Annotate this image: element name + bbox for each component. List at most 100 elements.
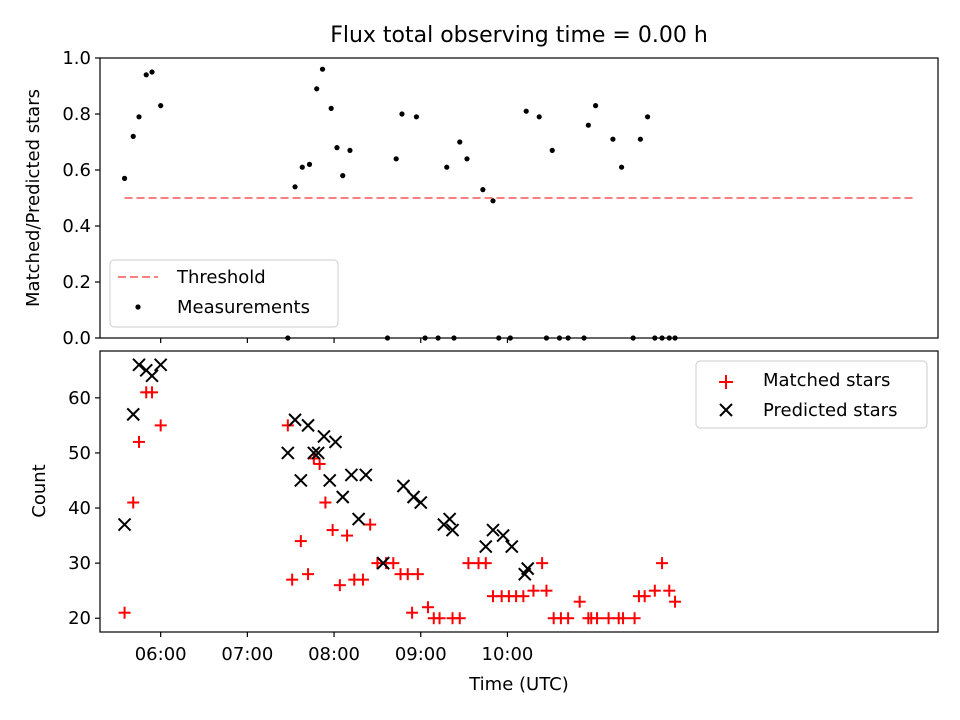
bottom-panel: 20 30 40 50 60 06:00 07:00 08:00 09:00 10:00 Cou… [29, 350, 939, 695]
predicted-star-point [505, 539, 519, 554]
predicted-star-point [307, 446, 321, 460]
measurement-point [136, 114, 142, 120]
measurement-point [393, 156, 399, 162]
matched-star-point [281, 419, 294, 432]
bottom-y-tick-label: 40 [68, 498, 91, 519]
matched-stars-legend-swatch [719, 375, 733, 389]
top-y-tick-label: 0.2 [62, 272, 91, 293]
measurement-point [644, 114, 651, 120]
measurement-point [314, 86, 320, 92]
measurement-point [306, 161, 313, 167]
predicted-star-point [126, 407, 140, 422]
matched-star-point [663, 584, 676, 597]
matched-stars-legend-label: Matched stars [763, 370, 890, 391]
top-y-tick-label: 0.8 [62, 104, 91, 125]
measurement-point [143, 72, 149, 78]
matched-star-point [562, 612, 575, 625]
matched-star-point [154, 419, 167, 432]
bottom-y-axis: 20 30 40 50 60 [68, 388, 100, 629]
measurement-point [480, 187, 486, 193]
matched-star-point [146, 386, 159, 399]
predicted-star-point [445, 523, 460, 537]
predicted-star-point [294, 473, 308, 488]
predicted-star-point [301, 418, 315, 433]
top-y-axis: 0.0 0.2 0.4 0.6 0.8 1.0 [62, 48, 100, 349]
predicted-star-point [145, 369, 159, 383]
bottom-y-axis-label: Count [29, 464, 50, 517]
predicted-star-point [414, 495, 428, 510]
predicted-stars-points [117, 358, 535, 581]
bottom-y-tick-label: 60 [68, 388, 91, 409]
predicted-star-point [344, 468, 359, 482]
bottom-x-axis: 06:00 07:00 08:00 09:00 10:00 [135, 632, 534, 665]
matched-star-point [527, 584, 540, 597]
measurement-point [592, 103, 599, 109]
predicted-star-point [442, 512, 457, 526]
measurement-point [536, 114, 542, 120]
x-axis-label: Time (UTC) [468, 674, 569, 695]
matched-star-point [286, 573, 299, 586]
predicted-star-point [132, 358, 146, 372]
matched-star-point [302, 568, 315, 581]
matched-star-point [479, 557, 492, 570]
measurement-point [413, 114, 420, 120]
matched-star-point [421, 601, 434, 614]
measurement-point [130, 133, 136, 139]
matched-star-point [364, 518, 377, 531]
matched-star-point [638, 590, 651, 603]
matched-star-point [602, 612, 615, 625]
top-plot-frame [99, 57, 939, 339]
measurement-point [347, 147, 353, 153]
matched-star-point [133, 435, 146, 448]
predicted-stars-legend-swatch [719, 403, 733, 417]
measurement-point [319, 66, 326, 72]
predicted-star-point [281, 446, 295, 460]
measurement-point [158, 103, 164, 109]
matched-star-point [540, 584, 553, 597]
bottom-x-tick-label: 10:00 [482, 644, 534, 665]
predicted-star-point [479, 539, 493, 554]
measurement-point [328, 105, 334, 111]
top-x-axis [160, 338, 509, 343]
predicted-star-point [288, 413, 302, 427]
measurement-point [299, 164, 305, 170]
predicted-star-point [406, 490, 421, 504]
matched-star-point [628, 612, 641, 625]
bottom-x-tick-label: 06:00 [135, 644, 187, 665]
top-panel: 0.0 0.2 0.4 0.6 0.8 1.0 Matched/Predicted sta… [23, 48, 939, 349]
matched-star-point [313, 457, 326, 470]
measurement-point [610, 136, 616, 142]
measurement-point [464, 156, 470, 162]
measurement-point [490, 198, 496, 204]
matched-star-point [356, 573, 369, 586]
measurement-point [585, 122, 591, 128]
matched-star-point [648, 584, 661, 597]
bottom-y-tick-label: 50 [68, 443, 91, 464]
matched-star-point [406, 606, 419, 619]
predicted-star-point [520, 561, 535, 576]
matched-star-point [333, 579, 346, 592]
top-y-tick-label: 0.0 [62, 328, 91, 349]
bottom-y-tick-label: 30 [68, 553, 91, 574]
matched-star-point [341, 529, 354, 542]
threshold-legend-label: Threshold [176, 267, 266, 288]
measurement-point [549, 147, 555, 153]
matched-star-point [536, 557, 549, 570]
matched-star-point [669, 595, 682, 608]
measurement-point [637, 136, 643, 142]
matched-star-point [517, 590, 530, 603]
matched-star-point [656, 557, 669, 570]
measurement-point [334, 145, 340, 151]
predicted-star-point [323, 473, 337, 488]
bottom-x-tick-label: 08:00 [308, 644, 360, 665]
matched-stars-points [118, 386, 682, 625]
matched-star-point [326, 524, 339, 537]
predicted-star-point [317, 429, 331, 444]
chart-title: Flux total observing time = 0.00 h [330, 23, 708, 48]
measurement-point [457, 139, 463, 145]
matched-star-point [387, 557, 400, 570]
matched-star-point [411, 568, 424, 581]
bottom-x-tick-label: 07:00 [221, 644, 273, 665]
matched-star-point [573, 595, 586, 608]
